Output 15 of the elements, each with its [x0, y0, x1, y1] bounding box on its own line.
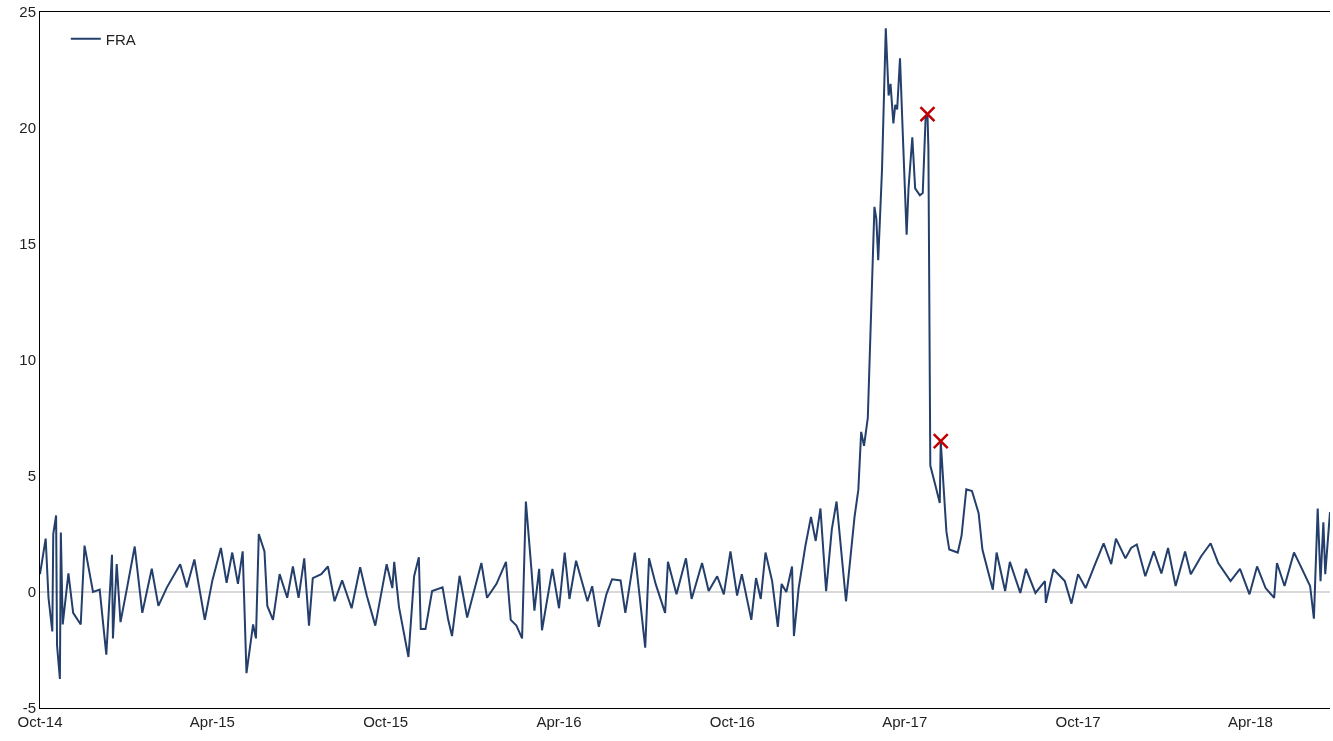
line-series	[40, 27, 1330, 680]
y-tick-label: 15	[19, 235, 36, 253]
y-tick-label: 25	[19, 3, 36, 21]
x-tick-label: Apr-16	[536, 713, 582, 730]
y-tick-label: 20	[19, 119, 36, 137]
x-tick-label: Apr-15	[189, 713, 235, 730]
x-tick-label: Oct-17	[1055, 713, 1101, 730]
x-tick-label: Oct-15	[363, 713, 409, 730]
x-tick-label: Apr-18	[1227, 713, 1273, 730]
y-tick-label: 10	[19, 351, 36, 369]
y-tick-label: 5	[27, 467, 36, 485]
x-tick-label: Oct-16	[709, 713, 755, 730]
y-tick-label: 0	[27, 583, 36, 601]
legend-label: FRA	[105, 30, 136, 48]
x-tick-label: Apr-17	[882, 713, 928, 730]
